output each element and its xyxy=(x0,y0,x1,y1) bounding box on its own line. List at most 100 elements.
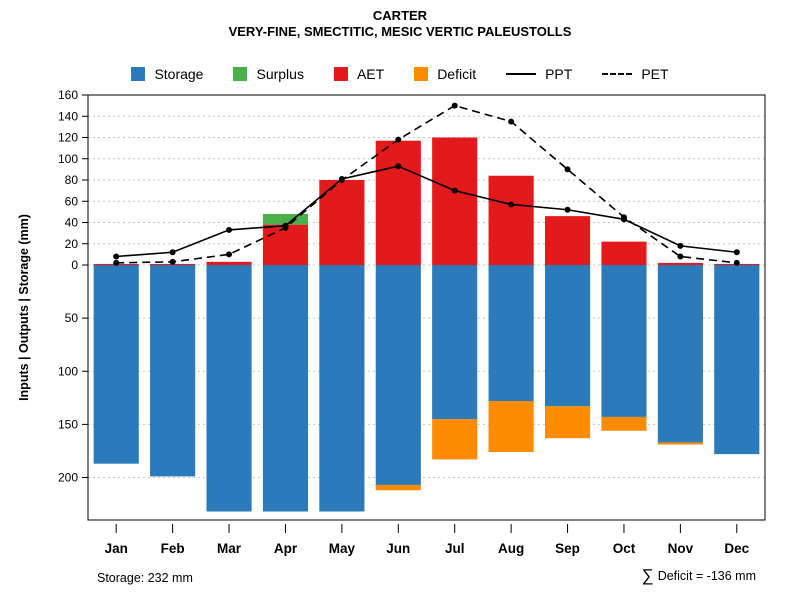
storage-swatch-icon xyxy=(131,67,146,81)
pet-marker xyxy=(451,102,458,109)
x-tick-label: Jul xyxy=(445,541,465,556)
deficit-total-text: Deficit = -136 mm xyxy=(657,568,756,583)
legend-label-storage: Storage xyxy=(154,66,204,82)
legend-item-ppt: PPT xyxy=(506,66,572,82)
ppt-marker xyxy=(620,216,627,223)
x-tick-label: Aug xyxy=(498,541,524,556)
legend-label-pet: PET xyxy=(641,66,669,82)
y-tick-label: 120 xyxy=(58,131,78,145)
y-tick-label: 0 xyxy=(71,258,78,272)
deficit-bar xyxy=(657,442,703,445)
legend-item-surplus: Surplus xyxy=(233,66,304,82)
storage-bar xyxy=(544,265,591,407)
y-tick-label: 100 xyxy=(58,364,78,378)
deficit-bar xyxy=(432,419,478,460)
deficit-bar xyxy=(375,484,421,491)
storage-bar xyxy=(714,265,760,455)
y-tick-label: 50 xyxy=(65,311,79,325)
aet-bar xyxy=(657,262,703,265)
storage-bar xyxy=(601,265,647,417)
storage-bar xyxy=(150,265,196,477)
legend-label-aet: AET xyxy=(356,66,385,82)
x-tick-label: Jun xyxy=(386,541,410,556)
x-tick-label: Sep xyxy=(555,541,580,556)
storage-total-label: Storage: 232 mm xyxy=(97,571,193,585)
x-tick-label: Nov xyxy=(668,541,694,556)
ppt-marker xyxy=(113,253,120,260)
y-tick-label: 80 xyxy=(65,173,79,187)
x-tick-label: Apr xyxy=(274,541,298,556)
pet-marker xyxy=(508,118,515,125)
storage-bar xyxy=(262,265,309,512)
pet-marker xyxy=(169,258,176,265)
surplus-bar xyxy=(262,214,309,225)
aet-bar xyxy=(319,180,365,265)
y-tick-label: 150 xyxy=(58,417,78,431)
aet-bar xyxy=(544,216,591,265)
ppt-marker xyxy=(677,242,684,249)
aet-bar xyxy=(262,224,309,265)
aet-bar xyxy=(375,140,421,265)
ppt-marker xyxy=(282,222,289,229)
pet-marker xyxy=(564,166,571,173)
y-tick-label: 160 xyxy=(58,88,78,102)
y-tick-label: 140 xyxy=(58,109,78,123)
x-tick-label: Oct xyxy=(613,541,636,556)
ppt-marker xyxy=(451,187,458,194)
y-tick-label: 40 xyxy=(65,216,79,230)
ppt-marker xyxy=(508,201,515,208)
x-tick-label: Jan xyxy=(105,541,128,556)
aet-bar xyxy=(432,137,478,265)
legend-item-deficit: Deficit xyxy=(414,66,476,82)
legend-label-ppt: PPT xyxy=(545,66,573,82)
pet-marker xyxy=(226,251,233,258)
legend-item-pet: PET xyxy=(602,66,669,82)
legend-label-surplus: Surplus xyxy=(256,66,304,82)
storage-bar xyxy=(657,265,703,443)
deficit-swatch-icon xyxy=(414,67,429,81)
deficit-bar xyxy=(544,406,591,439)
y-axis-title: Inputs | Outputs | Storage (mm) xyxy=(17,214,31,401)
aet-bar xyxy=(206,261,252,265)
x-tick-label: Feb xyxy=(161,541,185,556)
ppt-marker xyxy=(564,206,571,213)
y-tick-label: 200 xyxy=(58,471,78,485)
storage-bar xyxy=(375,265,421,485)
aet-swatch-icon xyxy=(333,67,348,81)
deficit-bar xyxy=(601,416,647,431)
aet-bar xyxy=(488,175,534,265)
pet-marker xyxy=(733,259,740,266)
ppt-marker xyxy=(733,249,740,256)
pet-line-icon xyxy=(602,73,633,75)
storage-bar xyxy=(93,265,139,464)
pet-marker xyxy=(113,259,120,266)
plot-border xyxy=(87,94,766,521)
chart-subtitle: VERY-FINE, SMECTITIC, MESIC VERTIC PALEU… xyxy=(228,24,572,39)
deficit-bar xyxy=(488,401,534,452)
x-tick-label: Mar xyxy=(217,541,242,556)
legend-item-storage: Storage xyxy=(131,66,203,82)
pet-line xyxy=(116,104,737,264)
storage-bar xyxy=(319,265,365,512)
legend: Storage Surplus AET Deficit PPT PET xyxy=(0,66,800,82)
sigma-symbol: ∑ xyxy=(641,566,654,585)
y-tick-label: 60 xyxy=(65,194,79,208)
x-tick-label: May xyxy=(329,541,356,556)
storage-bar xyxy=(488,265,534,401)
pet-marker xyxy=(677,253,684,260)
ppt-marker xyxy=(338,175,345,182)
y-tick-label: 100 xyxy=(58,152,78,166)
ppt-line-icon xyxy=(506,73,537,75)
legend-item-aet: AET xyxy=(333,66,385,82)
surplus-swatch-icon xyxy=(233,67,248,81)
x-tick-label: Dec xyxy=(724,541,749,556)
pet-marker xyxy=(395,136,402,143)
ppt-marker xyxy=(226,226,233,233)
ppt-line xyxy=(116,165,737,258)
storage-bar xyxy=(206,265,252,512)
legend-label-deficit: Deficit xyxy=(437,66,477,82)
chart-title: CARTER xyxy=(372,8,428,23)
ppt-marker xyxy=(169,249,176,256)
ppt-marker xyxy=(395,163,402,170)
